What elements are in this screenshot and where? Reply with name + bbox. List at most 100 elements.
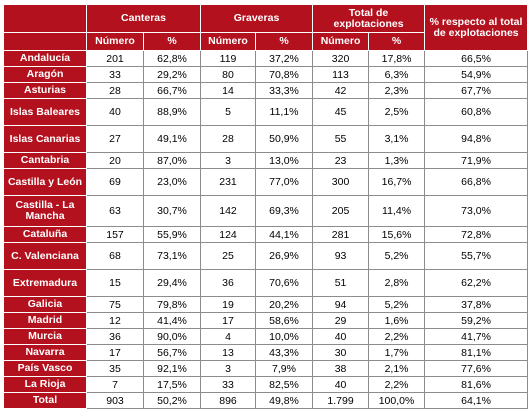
graveras-numero-cell: 17 [200, 312, 257, 329]
canteras-pct-cell: 29,4% [142, 269, 202, 297]
table-row: Castilla - La Mancha 63 30,7% 142 69,3% 205 11… [3, 195, 529, 227]
graveras-pct-cell: 49,8% [255, 392, 314, 409]
graveras-pct-cell: 58,6% [255, 312, 314, 329]
graveras-pct-cell: 7,9% [255, 360, 314, 377]
graveras-numero-cell: 25 [200, 242, 257, 270]
graveras-numero-cell: 13 [200, 344, 257, 361]
total-numero-cell: 55 [312, 125, 370, 153]
table-row: La Rioja 7 17,5% 33 82,5% 40 2,2% 81,6% [3, 376, 529, 393]
total-numero-cell: 1.799 [312, 392, 370, 409]
share-pct-cell: 66,8% [424, 168, 529, 196]
table-row: Galicia 75 79,8% 19 20,2% 94 5,2% 37,8% [3, 296, 529, 313]
region-label: Islas Canarias [3, 125, 87, 153]
total-pct-cell: 2,3% [368, 82, 426, 99]
graveras-pct-cell: 70,6% [255, 269, 314, 297]
share-pct-cell: 94,8% [424, 125, 529, 153]
table-row: Castilla y León 69 23,0% 231 77,0% 300 16,7% 66… [3, 168, 529, 196]
region-label: Castilla - La Mancha [3, 195, 87, 227]
graveras-numero-cell: 4 [200, 328, 257, 345]
graveras-pct-cell: 70,8% [255, 66, 314, 83]
table-row: País Vasco 35 92,1% 3 7,9% 38 2,1% 77,6% [3, 360, 529, 377]
total-pct-cell: 3,1% [368, 125, 426, 153]
region-label: País Vasco [3, 360, 87, 377]
graveras-pct-cell: 44,1% [255, 226, 314, 243]
region-label: Andalucía [3, 50, 87, 67]
canteras-numero-cell: 27 [86, 125, 144, 153]
share-pct-cell: 64,1% [424, 392, 529, 409]
total-pct-cell: 2,1% [368, 360, 426, 377]
table-row: Islas Baleares 40 88,9% 5 11,1% 45 2,5% 60,8% [3, 98, 529, 126]
table-body: Andalucía 201 62,8% 119 37,2% 320 17,8% 66,5% Ar… [3, 50, 529, 409]
graveras-numero-cell: 36 [200, 269, 257, 297]
canteras-numero-cell: 17 [86, 344, 144, 361]
graveras-pct-cell: 50,9% [255, 125, 314, 153]
share-pct-cell: 37,8% [424, 296, 529, 313]
canteras-numero-cell: 40 [86, 98, 144, 126]
canteras-pct-cell: 66,7% [142, 82, 202, 99]
table-row: Cataluña 157 55,9% 124 44,1% 281 15,6% 72,8% [3, 226, 529, 243]
canteras-pct-cell: 49,1% [142, 125, 202, 153]
table-row: Aragón 33 29,2% 80 70,8% 113 6,3% 54,9% [3, 66, 529, 83]
share-pct-cell: 60,8% [424, 98, 529, 126]
canteras-pct-cell: 23,0% [142, 168, 202, 196]
region-label: Asturias [3, 82, 87, 99]
share-header: % respecto al total de explotaciones [424, 4, 529, 51]
share-pct-cell: 81,1% [424, 344, 529, 361]
total-numero-cell: 281 [312, 226, 370, 243]
region-label: La Rioja [3, 376, 87, 393]
total-numero-header: Número [312, 32, 370, 51]
graveras-numero-header: Número [200, 32, 257, 51]
table-row: C. Valenciana 68 73,1% 25 26,9% 93 5,2% 55,7% [3, 242, 529, 270]
graveras-numero-cell: 14 [200, 82, 257, 99]
graveras-numero-cell: 231 [200, 168, 257, 196]
canteras-numero-cell: 157 [86, 226, 144, 243]
graveras-header: Graveras [200, 4, 314, 33]
region-label: Islas Baleares [3, 98, 87, 126]
graveras-pct-cell: 82,5% [255, 376, 314, 393]
graveras-numero-cell: 19 [200, 296, 257, 313]
share-pct-cell: 71,9% [424, 152, 529, 169]
share-pct-cell: 54,9% [424, 66, 529, 83]
total-numero-cell: 51 [312, 269, 370, 297]
canteras-pct-cell: 90,0% [142, 328, 202, 345]
total-numero-cell: 113 [312, 66, 370, 83]
graveras-numero-cell: 119 [200, 50, 257, 67]
total-pct-cell: 15,6% [368, 226, 426, 243]
total-pct-cell: 2,5% [368, 98, 426, 126]
region-label: Galicia [3, 296, 87, 313]
share-pct-cell: 55,7% [424, 242, 529, 270]
canteras-numero-cell: 7 [86, 376, 144, 393]
share-pct-cell: 59,2% [424, 312, 529, 329]
table-row: Navarra 17 56,7% 13 43,3% 30 1,7% 81,1% [3, 344, 529, 361]
share-pct-cell: 41,7% [424, 328, 529, 345]
share-pct-cell: 62,2% [424, 269, 529, 297]
total-numero-cell: 42 [312, 82, 370, 99]
share-pct-cell: 67,7% [424, 82, 529, 99]
region-label: Total [3, 392, 87, 409]
canteras-numero-cell: 12 [86, 312, 144, 329]
table-row: Madrid 12 41,4% 17 58,6% 29 1,6% 59,2% [3, 312, 529, 329]
total-numero-cell: 38 [312, 360, 370, 377]
canteras-numero-cell: 68 [86, 242, 144, 270]
canteras-pct-cell: 50,2% [142, 392, 202, 409]
canteras-pct-cell: 17,5% [142, 376, 202, 393]
corner-cell [3, 4, 87, 33]
canteras-pct-cell: 92,1% [142, 360, 202, 377]
graveras-pct-cell: 77,0% [255, 168, 314, 196]
table-row: Total 903 50,2% 896 49,8% 1.799 100,0% 64,1% [3, 392, 529, 409]
canteras-pct-cell: 88,9% [142, 98, 202, 126]
canteras-pct-header: % [142, 32, 202, 51]
corner-cell-sub [3, 32, 87, 51]
total-pct-cell: 5,2% [368, 296, 426, 313]
canteras-pct-cell: 79,8% [142, 296, 202, 313]
region-label: Madrid [3, 312, 87, 329]
quarries-table: Canteras Graveras Total de explotaciones… [3, 4, 529, 409]
graveras-pct-cell: 37,2% [255, 50, 314, 67]
graveras-pct-cell: 69,3% [255, 195, 314, 227]
region-label: Murcia [3, 328, 87, 345]
graveras-numero-cell: 124 [200, 226, 257, 243]
total-numero-cell: 45 [312, 98, 370, 126]
total-numero-cell: 40 [312, 328, 370, 345]
total-numero-cell: 93 [312, 242, 370, 270]
graveras-pct-cell: 13,0% [255, 152, 314, 169]
